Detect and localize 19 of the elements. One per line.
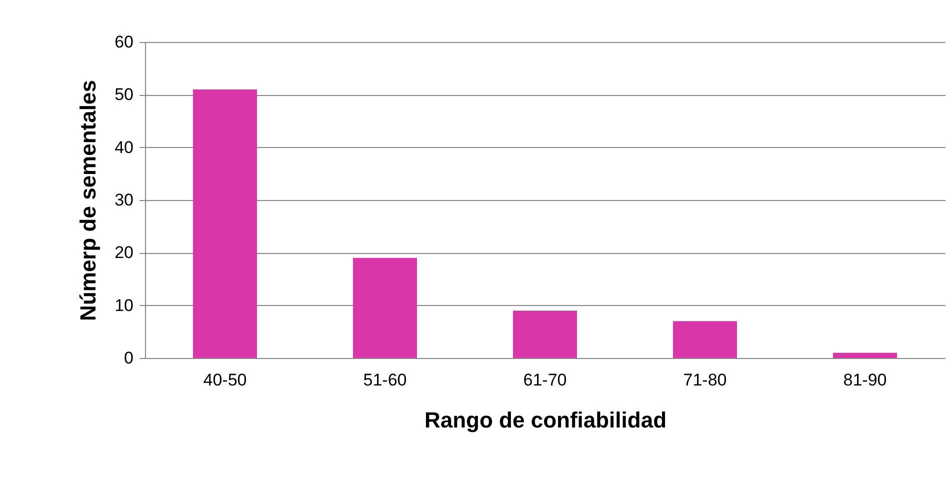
y-tick-label: 30 [114, 190, 134, 210]
y-tick-label: 0 [124, 348, 134, 368]
bar [193, 89, 257, 358]
x-tick-label: 40-50 [203, 370, 247, 390]
y-tick-label: 10 [114, 296, 134, 315]
bar [353, 258, 417, 358]
y-axis-title: Númerp de sementales [76, 80, 101, 321]
y-tick-label: 20 [114, 243, 134, 262]
y-tick-label: 40 [114, 138, 134, 157]
x-tick-label: 71-80 [683, 370, 727, 390]
x-tick-label: 51-60 [363, 370, 407, 390]
y-tick-label: 60 [114, 32, 134, 52]
bar [833, 352, 897, 358]
x-tick-label: 61-70 [523, 370, 567, 390]
bar [673, 321, 737, 358]
bar [513, 310, 577, 358]
y-tick-label: 50 [114, 85, 134, 104]
x-tick-label: 81-90 [843, 370, 887, 390]
x-axis-title: Rango de confiabilidad [424, 408, 667, 432]
